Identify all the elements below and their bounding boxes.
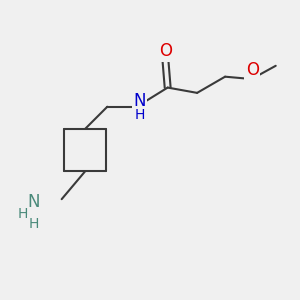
Text: H: H <box>134 108 145 122</box>
Text: O: O <box>246 61 259 79</box>
Text: N: N <box>134 92 146 110</box>
Text: N: N <box>27 193 40 211</box>
Text: H: H <box>17 207 28 221</box>
Text: O: O <box>159 42 172 60</box>
Text: H: H <box>28 217 39 231</box>
